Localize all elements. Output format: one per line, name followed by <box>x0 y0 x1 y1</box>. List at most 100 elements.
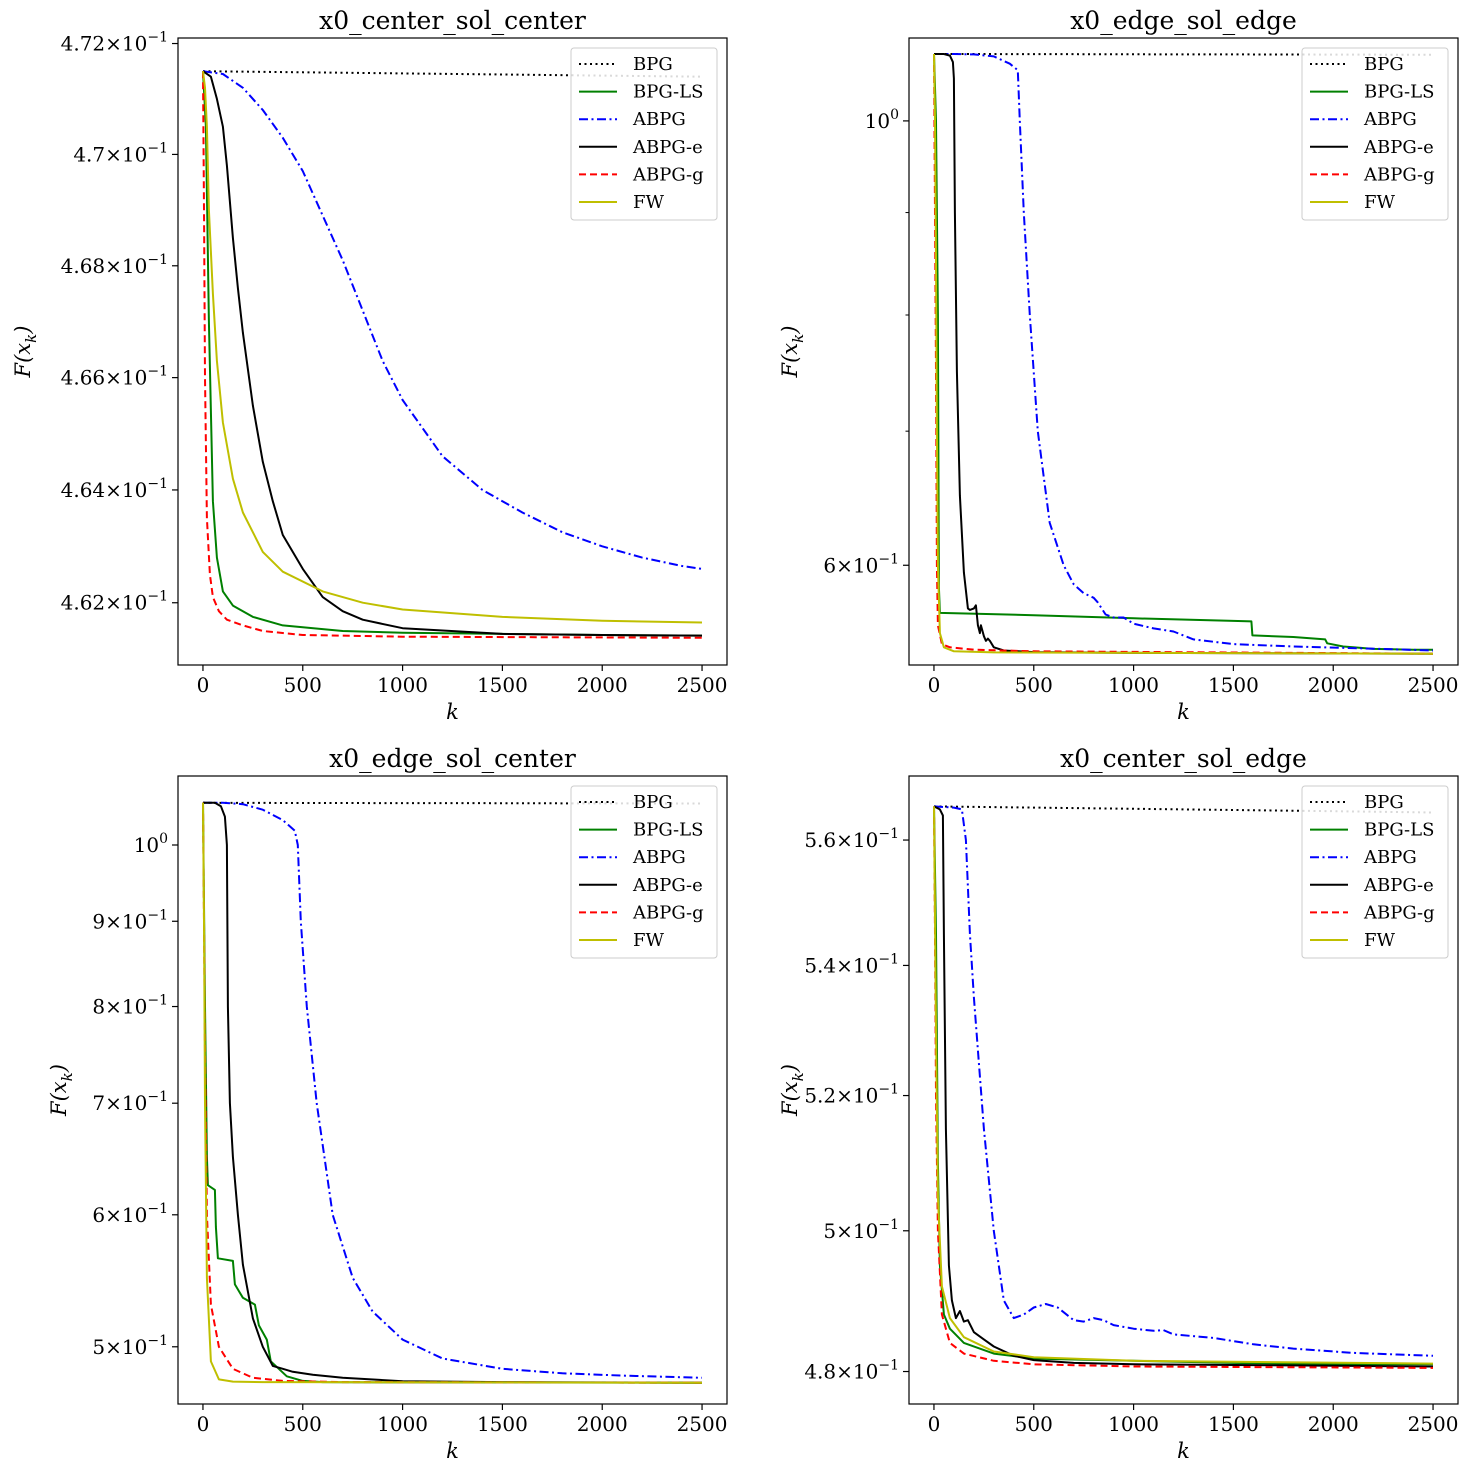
series-line-bpg <box>933 805 1434 814</box>
x-tick-label: 2000 <box>577 1412 628 1436</box>
legend-label-abpg-g: ABPG-g <box>632 902 704 923</box>
legend: BPG BPG-LS ABPG ABPG-e ABPG-g FW <box>570 47 718 221</box>
y-tick-label: 100 <box>865 107 899 133</box>
y-tick-mantissa: 6 <box>92 1203 105 1227</box>
legend-label-abpg: ABPG <box>632 109 686 130</box>
x-tick-label: 500 <box>1015 1412 1053 1436</box>
y-tick-times: ×10 <box>836 953 878 977</box>
y-tick-times: ×10 <box>836 1084 878 1108</box>
y-tick-times: ×10 <box>105 1203 147 1227</box>
x-tick-label: 2000 <box>1308 673 1359 697</box>
y-tick-label: 4.8×10−1 <box>804 1358 899 1384</box>
y-tick-label: 4.7×10−1 <box>73 140 168 166</box>
legend-label-abpg: ABPG <box>632 847 686 868</box>
legend-label-bpg: BPG <box>633 792 673 813</box>
chart-panel-1: x0_center_sol_center 0 500 1000 1500 2000 2500… <box>11 6 728 724</box>
y-tick-exponent: −1 <box>147 1333 168 1349</box>
y-tick-label: 5×10−1 <box>823 1217 899 1243</box>
y-tick-exponent: −1 <box>147 252 168 268</box>
plot-frame <box>908 775 1459 1405</box>
y-axis-label: F(xk) <box>47 1064 76 1117</box>
legend-label-bpg: BPG <box>1364 792 1404 813</box>
y-tick-label: 4.66×10−1 <box>61 364 168 390</box>
chart-title: x0_center_sol_edge <box>1060 744 1307 773</box>
y-tick-label: 4.72×10−1 <box>61 30 168 56</box>
x-tick-label: 500 <box>284 673 322 697</box>
y-tick-times: ×10 <box>836 1360 878 1384</box>
legend-label-abpg-g: ABPG-g <box>632 164 704 185</box>
x-tick-label: 1000 <box>1108 673 1159 697</box>
y-tick-mantissa: 5 <box>823 1219 836 1243</box>
y-tick-exponent: −1 <box>147 589 168 605</box>
x-tick-label: 1000 <box>377 673 428 697</box>
y-tick-mantissa: 6 <box>823 553 836 577</box>
y-tick-mantissa: 10 <box>865 109 890 133</box>
y-tick-exponent: −1 <box>878 826 899 842</box>
series-line-abpg-g <box>202 71 703 639</box>
y-tick-mantissa: 4.7 <box>73 142 105 166</box>
y-tick-label: 5.2×10−1 <box>804 1082 899 1108</box>
series-line-bpg <box>202 70 703 78</box>
series-line-bpg-ls <box>202 802 703 1384</box>
x-tick-label: 0 <box>197 673 210 697</box>
y-tick-exponent: −1 <box>878 551 899 567</box>
y-tick-mantissa: 7 <box>92 1091 105 1115</box>
y-axis-label: F(xk) <box>11 326 40 379</box>
y-tick-exponent: −1 <box>147 1089 168 1105</box>
y-tick-label: 6×10−1 <box>823 551 899 577</box>
x-tick-label: 2000 <box>577 673 628 697</box>
x-tick-label: 1000 <box>377 1412 428 1436</box>
legend-label-abpg-e: ABPG-e <box>632 137 703 158</box>
y-tick-times: ×10 <box>836 553 878 577</box>
x-axis-label: k <box>446 1439 459 1463</box>
y-tick-times: ×10 <box>105 254 147 278</box>
y-tick-mantissa: 5.2 <box>804 1084 836 1108</box>
x-tick-label: 1000 <box>1108 1412 1159 1436</box>
legend-label-fw: FW <box>633 192 664 213</box>
series-line-bpg <box>202 801 703 805</box>
y-tick-mantissa: 5.4 <box>804 953 836 977</box>
y-tick-mantissa: 4.62 <box>61 591 106 615</box>
series-line-fw <box>202 71 703 624</box>
x-axis-label: k <box>446 700 459 724</box>
legend: BPG BPG-LS ABPG ABPG-e ABPG-g FW <box>1301 47 1449 221</box>
series-line-abpg <box>202 70 703 570</box>
y-tick-mantissa: 4.68 <box>61 254 106 278</box>
plot-frame <box>177 775 728 1405</box>
y-tick-mantissa: 4.8 <box>804 1360 836 1384</box>
y-tick-label: 4.64×10−1 <box>61 476 168 502</box>
series-group <box>202 801 703 1384</box>
legend-label-abpg-e: ABPG-e <box>632 875 703 896</box>
chart-panel-4: x0_center_sol_edge 0 500 1000 1500 2000 2500 4.… <box>778 744 1459 1463</box>
y-tick-exponent: −1 <box>147 993 168 1009</box>
y-tick-exponent: −1 <box>878 1082 899 1098</box>
y-tick-mantissa: 5.6 <box>804 828 836 852</box>
y-tick-label: 4.68×10−1 <box>61 252 168 278</box>
x-tick-label: 2500 <box>677 1412 728 1436</box>
y-tick-times: ×10 <box>836 828 878 852</box>
y-tick-times: ×10 <box>105 1091 147 1115</box>
y-tick-exponent: −1 <box>878 1358 899 1374</box>
x-tick-label: 500 <box>284 1412 322 1436</box>
legend-label-bpg-ls: BPG-LS <box>633 820 703 841</box>
x-tick-label: 500 <box>1015 673 1053 697</box>
y-tick-times: ×10 <box>105 1335 147 1359</box>
x-tick-label: 1500 <box>477 1412 528 1436</box>
chart-title: x0_center_sol_center <box>319 6 586 35</box>
legend-label-bpg: BPG <box>633 54 673 75</box>
legend-label-bpg-ls: BPG-LS <box>633 82 703 103</box>
y-tick-label: 5.4×10−1 <box>804 951 899 977</box>
series-line-abpg-e <box>202 70 703 637</box>
y-tick-exponent: −1 <box>147 30 168 46</box>
y-tick-mantissa: 10 <box>134 833 159 857</box>
y-tick-mantissa: 8 <box>92 995 105 1019</box>
series-line-abpg <box>933 805 1434 1357</box>
series-group <box>202 70 703 639</box>
y-tick-times: ×10 <box>105 142 147 166</box>
y-tick-label: 8×10−1 <box>92 993 168 1019</box>
series-group <box>933 53 1434 655</box>
series-line-fw <box>202 802 703 1384</box>
y-tick-mantissa: 4.72 <box>61 32 106 56</box>
x-tick-label: 2500 <box>1408 1412 1459 1436</box>
